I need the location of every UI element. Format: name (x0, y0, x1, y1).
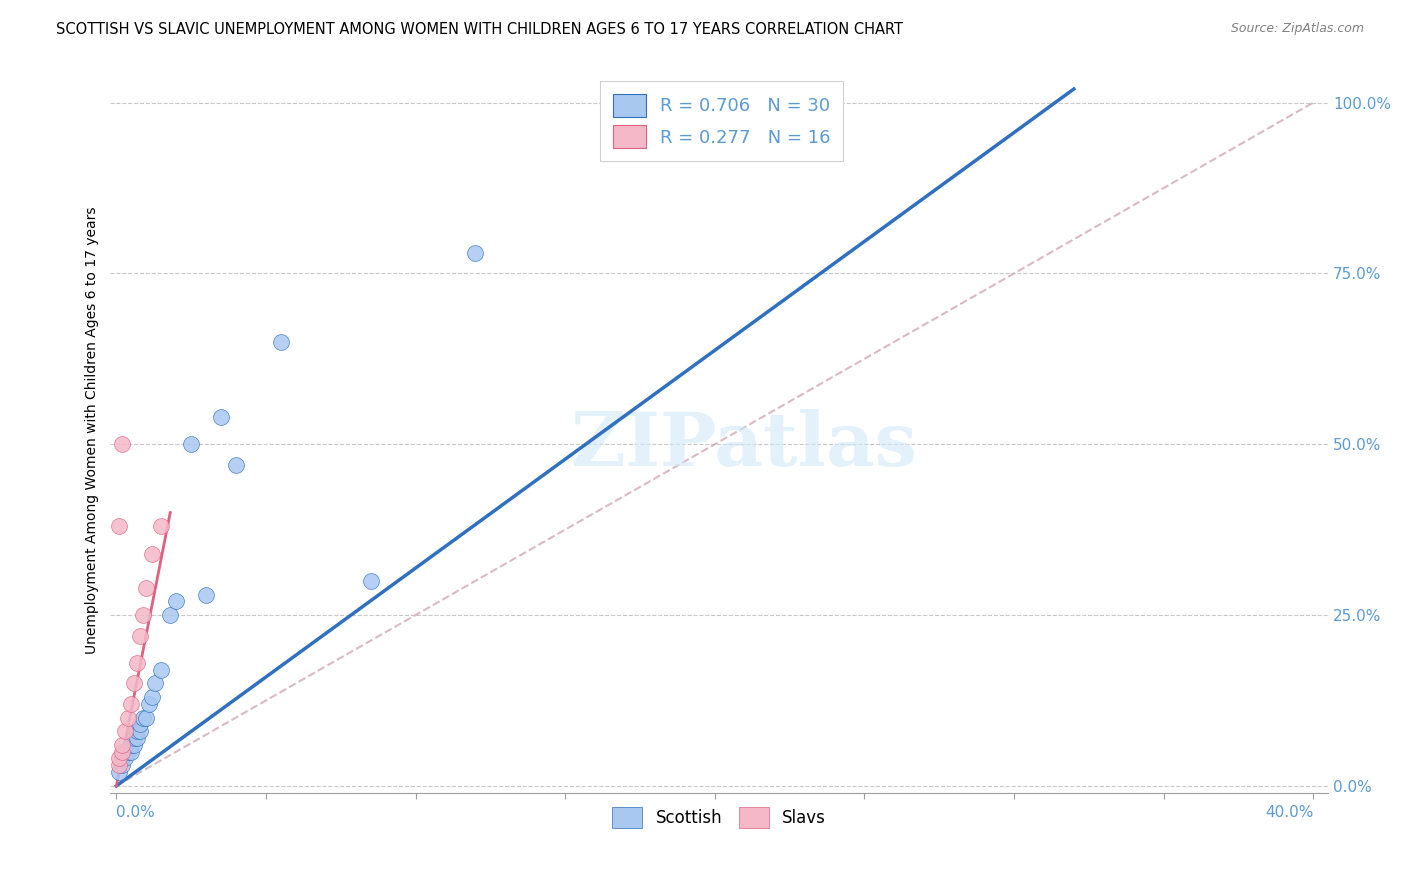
Point (117, 745, 139, 759)
Point (127, 724, 149, 739)
Point (159, 608, 181, 623)
Legend: Scottish, Slavs: Scottish, Slavs (606, 800, 832, 835)
Point (120, 697, 142, 711)
Point (225, 458, 247, 472)
Point (124, 738, 146, 752)
Point (108, 519, 131, 533)
Text: SCOTTISH VS SLAVIC UNEMPLOYMENT AMONG WOMEN WITH CHILDREN AGES 6 TO 17 YEARS COR: SCOTTISH VS SLAVIC UNEMPLOYMENT AMONG WO… (56, 22, 903, 37)
Point (689, 95, 711, 110)
Point (108, 751, 131, 765)
Point (150, 663, 173, 677)
Point (143, 676, 166, 690)
Point (464, 246, 486, 260)
Point (108, 758, 131, 772)
Point (117, 710, 139, 724)
Text: Source: ZipAtlas.com: Source: ZipAtlas.com (1230, 22, 1364, 36)
Point (209, 409, 232, 424)
Y-axis label: Unemployment Among Women with Children Ages 6 to 17 years: Unemployment Among Women with Children A… (86, 207, 100, 655)
Point (150, 519, 173, 533)
Point (111, 437, 134, 451)
Point (135, 581, 157, 595)
Point (129, 628, 152, 642)
Point (360, 574, 382, 588)
Point (135, 710, 157, 724)
Point (114, 724, 136, 739)
Text: ZIPatlas: ZIPatlas (569, 409, 917, 482)
Point (129, 717, 152, 731)
Point (124, 676, 146, 690)
Point (127, 656, 149, 670)
Point (129, 724, 152, 739)
Point (141, 690, 163, 704)
Point (124, 731, 146, 745)
Point (132, 710, 155, 724)
Point (120, 738, 142, 752)
Text: 0.0%: 0.0% (117, 805, 155, 820)
Point (165, 594, 187, 608)
Point (141, 547, 163, 561)
Point (127, 731, 149, 745)
Point (195, 588, 218, 602)
Text: 40.0%: 40.0% (1265, 805, 1313, 820)
Point (132, 608, 155, 623)
Point (120, 745, 142, 759)
Point (111, 751, 134, 765)
Point (180, 437, 202, 451)
Point (108, 765, 131, 780)
Point (111, 758, 134, 772)
Point (111, 738, 134, 752)
Point (138, 697, 160, 711)
Point (114, 745, 136, 759)
Point (270, 334, 292, 349)
Point (114, 751, 136, 765)
Point (111, 745, 134, 759)
